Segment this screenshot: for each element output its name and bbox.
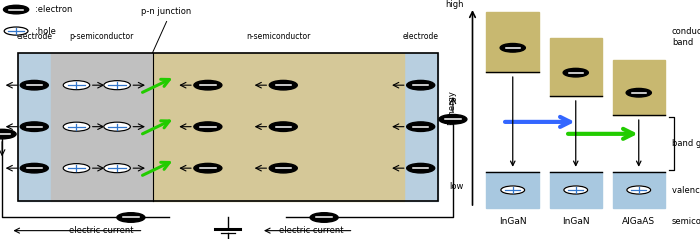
Circle shape [270,163,298,173]
Bar [550,38,602,96]
Circle shape [563,68,588,77]
Text: semiconductor: semiconductor [672,217,700,226]
Bar [486,12,539,72]
Text: high: high [446,0,464,9]
Circle shape [20,122,48,131]
Text: low: low [449,182,464,191]
Text: InGaN: InGaN [562,217,589,226]
Circle shape [407,122,435,131]
Text: AlGaAS: AlGaAS [622,217,655,226]
Circle shape [439,114,467,124]
Circle shape [104,164,130,173]
Circle shape [0,129,16,139]
Circle shape [407,163,435,173]
Text: conduction
band: conduction band [672,27,700,47]
Bar [153,53,404,201]
Circle shape [194,80,222,90]
Circle shape [501,186,525,194]
Text: Eenergy: Eenergy [447,90,456,125]
Circle shape [104,122,130,131]
Bar [486,172,539,208]
Text: band gap: band gap [672,139,700,148]
Circle shape [63,81,90,90]
Bar [550,172,602,208]
Circle shape [104,81,130,90]
Text: electrode: electrode [16,32,52,41]
Text: electrode: electrode [402,32,439,41]
Circle shape [500,43,525,52]
Circle shape [194,163,222,173]
Circle shape [564,186,587,194]
Text: electric current: electric current [279,226,344,235]
Circle shape [20,80,48,90]
Circle shape [626,88,651,97]
Bar [18,53,438,201]
Circle shape [310,213,338,222]
Bar [404,53,438,201]
Circle shape [4,5,29,14]
Text: p-n junction: p-n junction [141,7,192,16]
Text: n-semiconductor: n-semiconductor [246,32,310,41]
Bar [51,53,153,201]
Circle shape [270,80,298,90]
Text: :electron: :electron [35,5,72,14]
Circle shape [407,80,435,90]
Bar [612,172,665,208]
Text: :hole: :hole [35,27,56,36]
Bar [612,60,665,115]
Circle shape [627,186,651,194]
Circle shape [63,122,90,131]
Circle shape [4,27,28,35]
Text: valence band: valence band [672,185,700,195]
Text: p-semiconductor: p-semiconductor [70,32,134,41]
Circle shape [117,213,145,222]
Text: InGaN: InGaN [499,217,526,226]
Circle shape [63,164,90,173]
Circle shape [270,122,298,131]
Circle shape [20,163,48,173]
Bar [18,53,51,201]
Text: electric current: electric current [69,226,134,235]
Circle shape [194,122,222,131]
